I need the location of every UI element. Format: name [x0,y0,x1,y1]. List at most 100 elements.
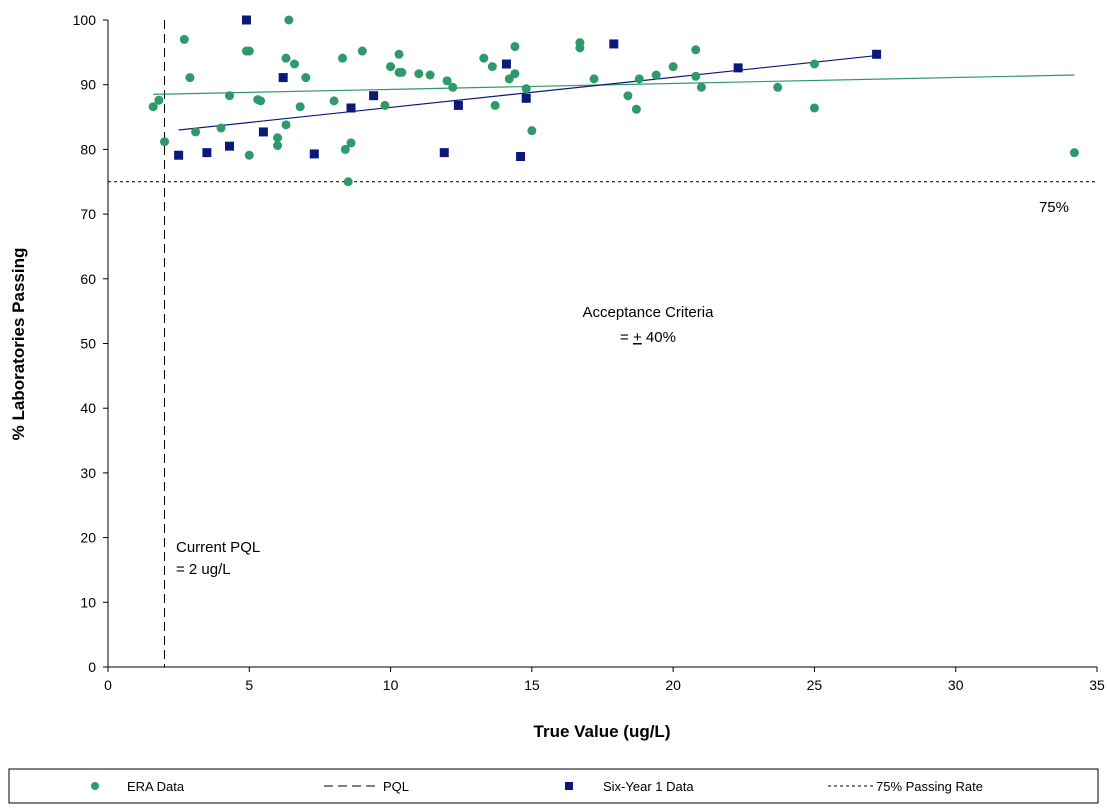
six-year-data-point [516,152,526,162]
era-data-point [289,59,299,69]
six-year-data-point [872,49,882,59]
y-axis-title: % Laboratories Passing [9,248,28,441]
legend-era-label: ERA Data [127,779,185,794]
y-tick-label: 10 [80,594,96,610]
six-year-data-point [346,103,356,113]
six-year-data-point [453,100,463,110]
x-tick-label: 30 [948,677,964,693]
six-year-data-point [202,148,212,158]
six-year-data-point [225,141,235,151]
era-data-point [634,74,644,84]
x-tick-label: 25 [807,677,823,693]
era-data-point [281,120,291,130]
era-data-point [225,91,235,101]
era-data-point [329,96,339,106]
y-tick-label: 80 [80,141,96,157]
y-tick-label: 90 [80,77,96,93]
era-data-point [256,96,266,106]
era-data-point [394,49,404,59]
era-data-point [191,127,201,137]
era-data-point [691,71,701,81]
trendline [153,74,1075,96]
era-data-point [448,82,458,92]
six-year-data-point [521,93,531,103]
era-data-point [160,137,170,147]
era-data-point [281,53,291,63]
six-year-data-point [609,39,619,49]
six-year-data-point [241,15,251,25]
y-tick-label: 0 [88,659,96,675]
era-data-point [343,177,353,187]
era-data-point [386,62,396,72]
era-data-point [696,82,706,92]
legend-pql-label: PQL [383,779,409,794]
era-data-point [809,103,819,113]
era-data-point [414,69,424,79]
x-tick-label: 35 [1089,677,1105,693]
x-tick-label: 0 [104,677,112,693]
pql-annotation-line1: Current PQL [176,539,260,556]
era-data-point [487,62,497,72]
era-data-point [668,62,678,72]
era-data-point [479,53,489,63]
y-tick-label: 50 [80,336,96,352]
era-data-point [295,102,305,112]
six-year-data-point [174,150,184,160]
era-data-point [244,150,254,160]
era-data-point [589,74,599,84]
era-data-point [284,15,294,25]
era-data-point [273,133,283,143]
x-axis-title: True Value (ug/L) [534,722,671,741]
legend-box [8,768,1099,804]
era-data-point [521,84,531,94]
x-tick-label: 10 [383,677,399,693]
era-data-point [575,43,585,53]
era-data-point [773,82,783,92]
era-data-point [425,70,435,80]
era-data-point [346,138,356,148]
y-tick-label: 20 [80,530,96,546]
era-data-point [510,69,520,79]
x-tick-label: 15 [524,677,540,693]
era-data-point [1069,148,1079,158]
criteria-annotation-line1: Acceptance Criteria [583,304,715,321]
x-tick-label: 5 [245,677,253,693]
era-data-point [148,102,158,112]
era-data-point [527,126,537,136]
legend-era-circle-icon [91,782,99,790]
era-data-point [216,123,226,133]
era-data-point [273,141,283,151]
six-year-data-point [309,149,319,159]
era-data-point [490,100,500,110]
six-year-data-point [501,59,511,69]
era-data-point [631,104,641,114]
era-data-point [510,42,520,52]
legend: ERA Data PQL Six-Year 1 Data 75% Passing… [8,768,1099,804]
six-year-data-point [369,91,379,101]
era-data-point [623,91,633,101]
era-data-point [185,73,195,83]
legend-six-year-square-icon [565,782,573,790]
x-tick-label: 20 [665,677,681,693]
era-data-point [380,100,390,110]
era-data-point [651,70,661,80]
era-data-point [179,34,189,44]
era-data-point [154,95,164,105]
era-data-point [338,53,348,63]
era-data-point [809,59,819,69]
era-data-point [691,45,701,55]
pql-annotation-line2: = 2 ug/L [176,561,231,578]
six-year-data-point [439,148,449,158]
y-tick-label: 100 [73,12,97,28]
era-data-point [244,46,254,56]
legend-rate-label: 75% Passing Rate [876,779,983,794]
six-year-data-point [733,63,743,73]
y-tick-label: 40 [80,400,96,416]
era-data-point [340,144,350,154]
era-data-point [357,46,367,56]
era-data-point [301,73,311,83]
plus-minus-sign: + [633,329,642,346]
era-data-point [397,67,407,77]
